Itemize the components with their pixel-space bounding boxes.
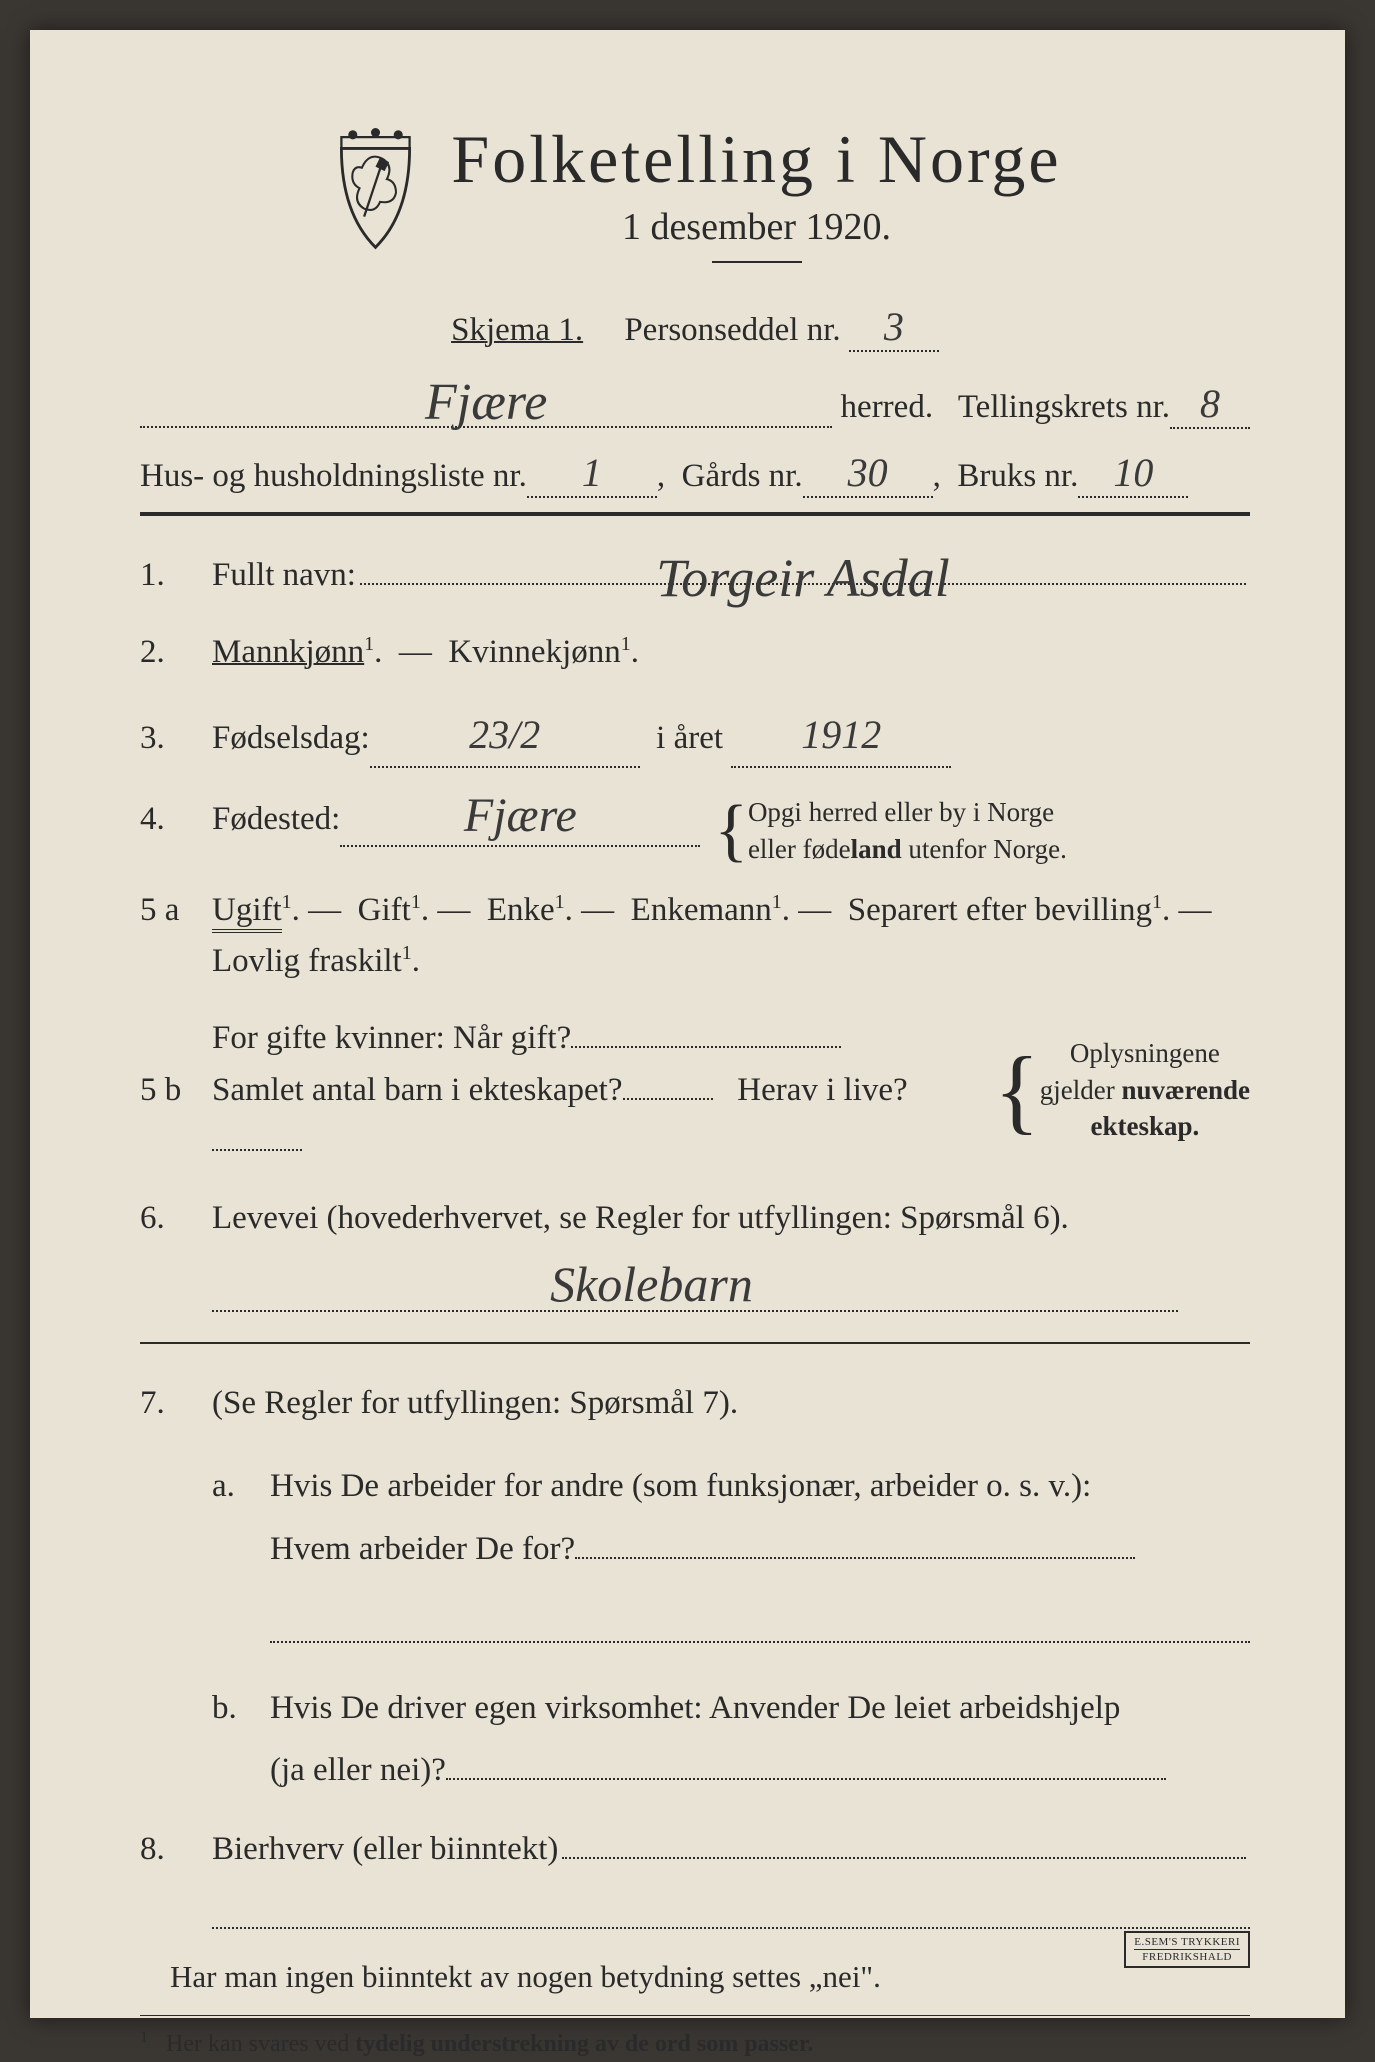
herred-name: Fjære	[140, 380, 832, 428]
q5b-l2b: Herav i live?	[737, 1072, 907, 1108]
title-block: Folketelling i Norge 1 desember 1920.	[451, 120, 1061, 263]
q5a-body: Ugift1. — Gift1. — Enke1. — Enkemann1. —…	[212, 885, 1250, 987]
q4: 4. Fødested: Fjære { Opgi herred eller b…	[140, 794, 1250, 867]
q3-year: 1912	[731, 704, 951, 768]
q7b-field	[446, 1778, 1166, 1780]
q7a: a. Hvis De arbeider for andre (som funks…	[140, 1455, 1250, 1580]
schema-line: Skjema 1. Personseddel nr. 3	[140, 303, 1250, 352]
q6-value: Skolebarn	[550, 1264, 753, 1314]
q4-note-text: Opgi herred eller by i Norge eller fødel…	[748, 794, 1067, 867]
q6: 6. Levevei (hovederhvervet, se Regler fo…	[140, 1193, 1250, 1244]
main-title: Folketelling i Norge	[451, 120, 1061, 199]
footnote-rule	[140, 2015, 1250, 2016]
q5b-l1: For gifte kvinner: Når gift?	[212, 1020, 571, 1056]
divider-thin	[140, 1342, 1250, 1344]
census-form-page: Folketelling i Norge 1 desember 1920. Sk…	[30, 30, 1345, 2018]
q2-kvinnekjonn: Kvinnekjønn	[448, 634, 620, 670]
q3: 3. Fødselsdag: 23/2 i året 1912	[140, 704, 1250, 768]
q5b-num: 5 b	[140, 1065, 212, 1116]
q3-label: Fødselsdag:	[212, 713, 370, 764]
bruks-label: Bruks nr.	[957, 458, 1078, 495]
q7-num: 7.	[140, 1378, 212, 1429]
q5b-l2a: Samlet antal barn i ekteskapet?	[212, 1072, 623, 1108]
personseddel-nr: 3	[849, 303, 939, 352]
schema-label-left: Skjema 1.	[451, 312, 583, 348]
q2-num: 2.	[140, 627, 212, 678]
q5a-num: 5 a	[140, 885, 212, 936]
q8-num: 8.	[140, 1824, 212, 1875]
krets-nr: 8	[1170, 380, 1250, 429]
q7b-letter: b.	[212, 1677, 270, 1802]
herred-label: herred.	[841, 389, 934, 426]
q5a-gift: Gift	[358, 892, 411, 928]
q2: 2. Mannkjønn1. — Kvinnekjønn1.	[140, 627, 1250, 678]
bruks-nr: 10	[1078, 449, 1188, 498]
q5a-sep: Separert efter bevilling	[848, 892, 1152, 928]
herred-line: Fjære herred. Tellingskrets nr. 8	[140, 380, 1250, 429]
brace-icon: {	[994, 1062, 1040, 1119]
q3-day: 23/2	[370, 704, 640, 768]
divider-thick	[140, 512, 1250, 516]
q5b-live-field	[212, 1149, 302, 1151]
q4-num: 4.	[140, 794, 212, 845]
q5b-gift-field	[571, 1046, 841, 1048]
q1-label: Fullt navn:	[212, 550, 356, 601]
q7-text: (Se Regler for utfyllingen: Spørsmål 7).	[212, 1378, 738, 1429]
q8: 8. Bierhverv (eller biinntekt)	[140, 1824, 1250, 1875]
q4-label: Fødested:	[212, 794, 340, 845]
hus-label: Hus- og husholdningsliste nr.	[140, 458, 527, 495]
gards-label: Gårds nr.	[682, 458, 803, 495]
q3-num: 3.	[140, 713, 212, 764]
q5a-fra: Lovlig fraskilt	[212, 943, 402, 979]
q5a: 5 a Ugift1. — Gift1. — Enke1. — Enkemann…	[140, 885, 1250, 987]
q2-mannkjonn: Mannkjønn	[212, 634, 364, 670]
coat-of-arms-icon	[328, 128, 423, 253]
q7b-text: Hvis De driver egen virksomhet: Anvender…	[270, 1677, 1250, 1802]
q7: 7. (Se Regler for utfyllingen: Spørsmål …	[140, 1378, 1250, 1429]
q4-value: Fjære	[340, 794, 700, 847]
q2-body: Mannkjønn1. — Kvinnekjønn1.	[212, 627, 639, 678]
schema-label-right: Personseddel nr.	[624, 312, 840, 348]
q1-value: Torgeir Asdal	[656, 557, 950, 587]
q5b-barn-field	[623, 1098, 713, 1100]
q7a-line2	[270, 1603, 1250, 1643]
q7a-letter: a.	[212, 1455, 270, 1580]
q5a-enke: Enke	[487, 892, 555, 928]
q5b-body: For gifte kvinner: Når gift? Samlet anta…	[212, 1013, 974, 1166]
subtitle: 1 desember 1920.	[451, 205, 1061, 249]
q1-value-line: Torgeir Asdal	[360, 555, 1246, 585]
q1-num: 1.	[140, 550, 212, 601]
q6-num: 6.	[140, 1193, 212, 1244]
q4-note: { Opgi herred eller by i Norge eller fød…	[714, 794, 1067, 867]
q6-value-line: Skolebarn	[212, 1262, 1178, 1312]
gards-nr: 30	[803, 449, 933, 498]
q5b-note-text: Oplysningene gjelder nuværende ekteskap.	[1040, 1035, 1250, 1144]
printer-stamp: E.SEM'S TRYKKERI FREDRIKSHALD	[1124, 1931, 1250, 1968]
krets-label: Tellingskrets nr.	[958, 389, 1170, 426]
brace-icon: {	[714, 810, 748, 852]
q8-text: Bierhverv (eller biinntekt)	[212, 1824, 558, 1875]
q7b: b. Hvis De driver egen virksomhet: Anven…	[140, 1677, 1250, 1802]
tail-note: Har man ingen biinntekt av nogen betydni…	[140, 1959, 1250, 1995]
hus-line: Hus- og husholdningsliste nr. 1 , Gårds …	[140, 449, 1250, 498]
q1: 1. Fullt navn: Torgeir Asdal	[140, 550, 1250, 601]
q5a-ugift: Ugift	[212, 892, 282, 933]
q8-line2	[212, 1889, 1250, 1929]
q7a-text: Hvis De arbeider for andre (som funksjon…	[270, 1455, 1250, 1580]
title-rule	[712, 261, 802, 263]
q3-mid: i året	[656, 713, 723, 764]
hus-nr: 1	[527, 449, 657, 498]
q5b-note: { Oplysningene gjelder nuværende ekteska…	[994, 1035, 1250, 1144]
q7a-field	[575, 1557, 1135, 1559]
q8-field	[562, 1829, 1246, 1859]
q5a-enkemann: Enkemann	[631, 892, 772, 928]
footnote: 1 Her kan svares ved tydelig understrekn…	[140, 2026, 1250, 2062]
q5b: 5 b For gifte kvinner: Når gift? Samlet …	[140, 1013, 1250, 1166]
q6-text: Levevei (hovederhvervet, se Regler for u…	[212, 1193, 1069, 1244]
header: Folketelling i Norge 1 desember 1920.	[140, 120, 1250, 263]
